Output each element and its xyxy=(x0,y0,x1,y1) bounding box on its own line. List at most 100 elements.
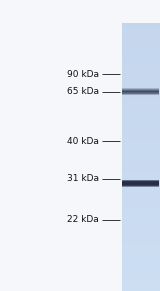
Bar xyxy=(122,120,160,121)
Bar xyxy=(122,76,160,77)
Bar xyxy=(122,42,160,44)
Bar xyxy=(122,90,159,91)
Bar xyxy=(122,111,160,113)
Bar xyxy=(122,45,160,47)
Bar xyxy=(122,275,160,276)
Bar xyxy=(122,211,160,212)
Bar xyxy=(122,273,160,274)
Bar xyxy=(122,188,160,189)
Bar xyxy=(122,250,160,251)
Text: 40 kDa: 40 kDa xyxy=(67,137,99,146)
Bar xyxy=(122,94,159,95)
Bar xyxy=(122,35,160,36)
Bar xyxy=(122,83,160,84)
Bar xyxy=(122,245,160,246)
Bar xyxy=(122,61,160,63)
Bar xyxy=(122,184,160,186)
Bar xyxy=(122,89,159,90)
Bar xyxy=(122,253,160,254)
Bar xyxy=(122,252,160,253)
Bar xyxy=(122,239,160,240)
Bar xyxy=(122,80,160,81)
Bar xyxy=(122,72,160,73)
Bar xyxy=(122,90,159,91)
Bar xyxy=(122,224,160,225)
Bar xyxy=(122,228,160,229)
Bar xyxy=(122,180,159,181)
Bar xyxy=(122,153,160,155)
Text: 31 kDa: 31 kDa xyxy=(67,175,99,183)
Bar xyxy=(122,290,160,291)
Bar xyxy=(122,84,160,85)
Bar xyxy=(122,81,160,82)
Bar xyxy=(122,279,160,280)
Bar xyxy=(122,203,160,205)
Bar xyxy=(122,261,160,262)
Bar xyxy=(122,281,160,282)
Bar xyxy=(122,260,160,262)
Bar xyxy=(122,282,160,283)
Bar xyxy=(122,44,160,45)
Bar xyxy=(122,27,160,29)
Bar xyxy=(122,134,160,135)
Bar xyxy=(122,88,160,89)
Bar xyxy=(122,74,160,75)
Bar xyxy=(122,23,160,24)
Bar xyxy=(122,103,160,104)
Bar xyxy=(122,235,160,236)
Bar xyxy=(122,200,160,201)
Bar xyxy=(122,92,159,93)
Bar xyxy=(122,289,160,290)
Bar xyxy=(122,185,160,187)
Bar xyxy=(122,98,160,99)
Bar xyxy=(122,242,160,244)
Bar xyxy=(122,65,160,66)
Bar xyxy=(122,265,160,266)
Bar xyxy=(122,238,160,239)
Bar xyxy=(122,91,159,92)
Bar xyxy=(122,283,160,284)
Bar xyxy=(122,116,160,117)
Bar xyxy=(122,242,160,243)
Bar xyxy=(122,277,160,278)
Bar xyxy=(122,57,160,58)
Bar xyxy=(122,67,160,68)
Bar xyxy=(122,42,160,43)
Bar xyxy=(122,223,160,224)
Bar xyxy=(122,209,160,210)
Bar xyxy=(122,47,160,48)
Bar xyxy=(122,152,160,153)
Bar xyxy=(122,93,159,94)
Bar xyxy=(122,247,160,248)
Bar xyxy=(122,254,160,255)
Bar xyxy=(122,278,160,279)
Bar xyxy=(122,180,159,181)
Bar xyxy=(122,39,160,40)
Bar xyxy=(122,105,160,106)
Bar xyxy=(122,50,160,51)
Bar xyxy=(122,168,160,170)
Bar xyxy=(122,141,160,142)
Bar xyxy=(122,175,160,176)
Bar xyxy=(122,288,160,289)
Bar xyxy=(122,94,159,95)
Bar xyxy=(122,196,160,197)
Bar xyxy=(122,78,160,79)
Bar xyxy=(122,79,160,80)
Bar xyxy=(122,54,160,55)
Bar xyxy=(122,179,160,180)
Bar xyxy=(122,130,160,131)
Bar xyxy=(122,216,160,217)
Bar xyxy=(122,255,160,256)
Bar xyxy=(122,89,159,90)
Bar xyxy=(122,138,160,139)
Bar xyxy=(122,26,160,28)
Bar xyxy=(122,183,159,184)
Bar xyxy=(122,184,159,185)
Bar xyxy=(122,206,160,207)
Bar xyxy=(122,276,160,278)
Bar xyxy=(122,199,160,200)
Bar xyxy=(122,191,160,192)
Bar xyxy=(122,183,159,184)
Bar xyxy=(122,113,160,114)
